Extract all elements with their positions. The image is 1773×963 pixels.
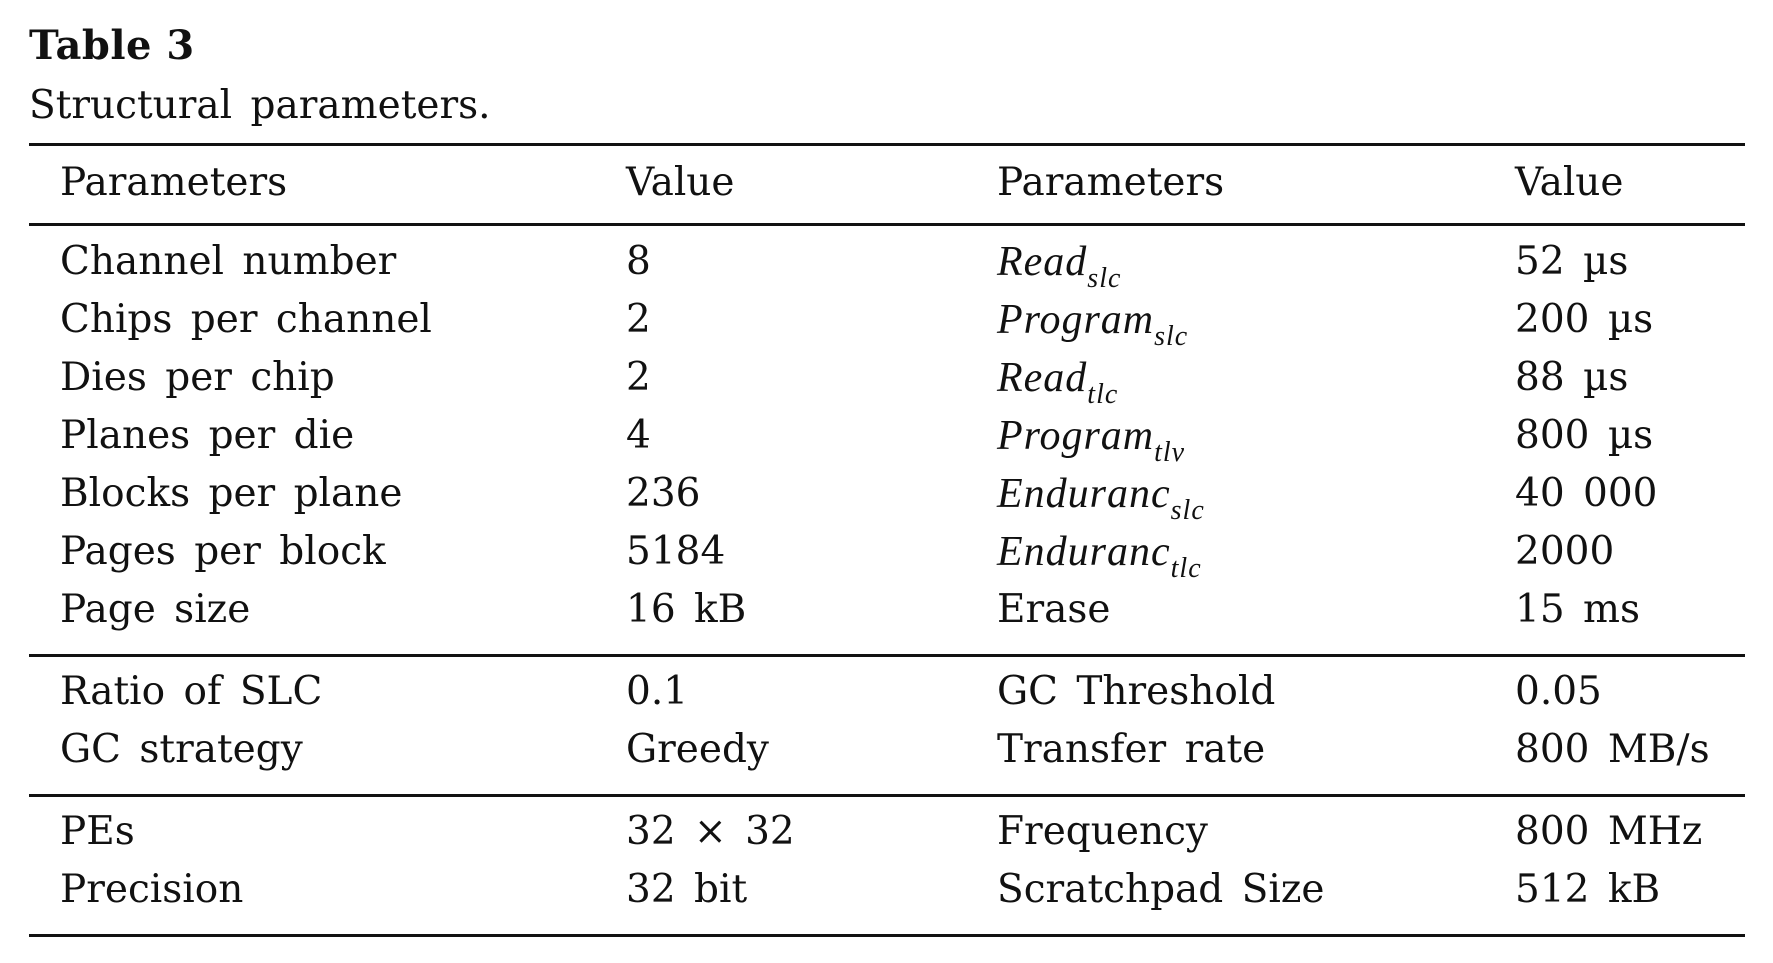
param-name: Precision [60,867,244,912]
header-parameters-1: Parameters [60,160,288,205]
param-value: 40 000 [1515,471,1658,516]
table-label: Table 3 [29,22,195,69]
group-rule [29,654,1745,657]
param-value: 8 [626,239,651,284]
param-subscript: slc [1170,495,1205,526]
param-value: 88 µs [1515,355,1629,400]
group-rule [29,794,1745,797]
param-base: Enduranc [997,471,1171,517]
param-value: 200 µs [1515,297,1654,342]
param-value: 32 bit [626,867,748,912]
bottom-rule [29,934,1745,937]
table-row: Ratio of SLC 0.1 GC Threshold 0.05 [0,663,1773,721]
param-name-italic: Programtlv [997,407,1185,470]
param-name-italic: Enduranctlc [997,523,1202,586]
param-name: GC strategy [60,727,303,772]
param-name-italic: Readslc [997,233,1121,296]
param-value: 0.1 [626,669,689,714]
param-name: Transfer rate [997,727,1266,772]
param-value: Greedy [626,727,769,772]
param-name: Channel number [60,239,397,284]
param-value: 5184 [626,529,726,574]
table-caption: Structural parameters. [29,83,491,128]
table-row: Planes per die 4 Programtlv 800 µs [0,407,1773,468]
header-value-1: Value [626,160,735,205]
param-value: 4 [626,413,651,458]
header-row: Parameters Value Parameters Value [0,154,1773,212]
header-value-2: Value [1515,160,1624,205]
param-name: Planes per die [60,413,355,458]
header-parameters-2: Parameters [997,160,1225,205]
param-value: 2000 [1515,529,1615,574]
param-name: Scratchpad Size [997,867,1325,912]
param-name: PEs [60,809,135,854]
param-name: Blocks per plane [60,471,403,516]
param-value: 16 kB [626,587,747,632]
param-value: 0.05 [1515,669,1602,714]
param-value: 236 [626,471,701,516]
table-row: Channel number 8 Readslc 52 µs [0,233,1773,294]
param-value: 800 MB/s [1515,727,1710,772]
param-base: Read [997,355,1088,401]
header-rule [29,223,1745,226]
table-row: Chips per channel 2 Programslc 200 µs [0,291,1773,352]
param-value: 800 µs [1515,413,1654,458]
param-value: 52 µs [1515,239,1629,284]
param-value: 800 MHz [1515,809,1703,854]
param-name: Erase [997,587,1111,632]
param-name: GC Threshold [997,669,1276,714]
param-name: Ratio of SLC [60,669,323,714]
param-value: 512 kB [1515,867,1661,912]
param-base: Program [997,297,1155,343]
param-base: Program [997,413,1155,459]
table-row: Dies per chip 2 Readtlc 88 µs [0,349,1773,410]
param-value: 2 [626,297,651,342]
table-row: PEs 32 × 32 Frequency 800 MHz [0,803,1773,861]
param-base: Read [997,239,1088,285]
param-base: Enduranc [997,529,1171,575]
param-name-italic: Endurancslc [997,465,1205,528]
param-value: 32 × 32 [626,809,795,854]
param-subscript: tlv [1154,437,1186,468]
param-name: Pages per block [60,529,386,574]
param-name: Frequency [997,809,1208,854]
table-row: Pages per block 5184 Enduranctlc 2000 [0,523,1773,584]
table-row: GC strategy Greedy Transfer rate 800 MB/… [0,721,1773,779]
top-rule [29,143,1745,146]
table-row: Precision 32 bit Scratchpad Size 512 kB [0,861,1773,919]
param-subscript: slc [1154,321,1189,352]
table-row: Blocks per plane 236 Endurancslc 40 000 [0,465,1773,526]
param-name-italic: Programslc [997,291,1188,354]
param-name: Dies per chip [60,355,335,400]
param-subscript: tlc [1087,379,1119,410]
param-value: 15 ms [1515,587,1641,632]
param-name: Chips per channel [60,297,432,342]
param-subscript: slc [1087,263,1122,294]
param-value: 2 [626,355,651,400]
param-name-italic: Readtlc [997,349,1118,412]
param-subscript: tlc [1170,553,1202,584]
param-name: Page size [60,587,251,632]
table-row: Page size 16 kB Erase 15 ms [0,581,1773,639]
